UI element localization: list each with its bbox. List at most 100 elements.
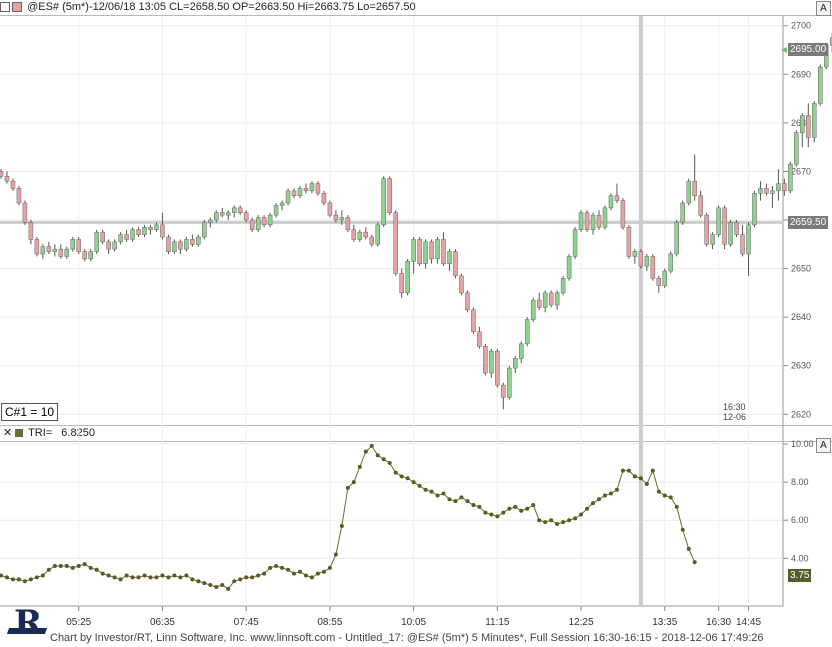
candle-up <box>489 350 494 374</box>
tri-point <box>483 510 488 515</box>
tri-point <box>357 464 362 469</box>
tri-point <box>501 510 506 515</box>
candle-up <box>214 212 219 221</box>
tri-point <box>489 512 494 517</box>
indicator-tick-label: 6.00 <box>791 515 809 525</box>
time-tick-label: 05:25 <box>66 617 91 628</box>
candle-up <box>530 299 536 320</box>
candle-up <box>70 239 76 250</box>
tri-point <box>40 573 45 578</box>
candle-up <box>794 132 799 165</box>
candle-down <box>764 188 769 194</box>
candle-up <box>776 183 781 192</box>
tri-point <box>178 575 183 580</box>
tri-point <box>680 527 685 532</box>
candle-up <box>112 241 117 250</box>
tri-point <box>656 489 661 494</box>
autoscale-button[interactable]: A <box>816 1 831 16</box>
time-tick-label: 16:30 <box>706 617 731 628</box>
candle-up <box>202 222 207 238</box>
price-pane-header: @ES# (5m*)-12/06/18 13:05 CL=2658.50 OP=… <box>0 0 832 16</box>
tri-point <box>202 581 207 586</box>
last-price-arrow <box>781 47 787 53</box>
tri-point <box>435 493 440 498</box>
candle-up <box>554 292 560 306</box>
candle-down <box>638 251 644 267</box>
tri-point <box>626 468 631 473</box>
last-price-tag: 2695.00 <box>788 43 829 56</box>
tri-point <box>531 502 536 507</box>
tri-point <box>226 586 231 591</box>
tri-point <box>614 487 619 492</box>
tri-point <box>256 573 261 578</box>
candle-up <box>507 367 512 398</box>
candle-down <box>441 239 446 264</box>
candle-down <box>16 188 22 204</box>
tri-point <box>64 563 69 568</box>
tri-point <box>423 487 428 492</box>
indicator-autoscale-button[interactable]: A <box>816 438 831 453</box>
candle-up <box>225 212 231 216</box>
tri-point <box>465 499 470 504</box>
candle-down <box>483 346 488 374</box>
candle-up <box>800 115 805 133</box>
tri-point <box>196 579 201 584</box>
tri-point <box>52 563 57 568</box>
candle-up <box>88 251 93 260</box>
tri-point <box>88 565 93 570</box>
close-x-icon[interactable]: ✕ <box>3 427 13 439</box>
candle-down <box>650 256 656 279</box>
tri-point <box>477 504 482 509</box>
time-tick-label: 13:35 <box>652 617 677 628</box>
tri-point <box>315 571 320 576</box>
candle-up <box>339 217 345 221</box>
candle-up <box>608 195 614 209</box>
candle-down <box>100 231 105 243</box>
candle-down <box>806 115 811 138</box>
indicator-value: 6.8250 <box>61 427 95 439</box>
tri-point <box>579 512 584 517</box>
tri-point <box>220 583 225 588</box>
tri-point <box>591 501 596 506</box>
cursor-readout: C#1 = 10 <box>1 403 59 421</box>
time-tick-label: 12:25 <box>569 617 594 628</box>
candle-down <box>106 241 111 250</box>
candle-up <box>758 188 763 194</box>
candle-down <box>740 234 745 255</box>
time-flag: 16:30 12-06 <box>723 402 746 422</box>
candle-up <box>542 292 548 308</box>
tri-point <box>369 443 374 448</box>
candle-down <box>656 278 662 286</box>
candle-down <box>249 219 255 230</box>
candle-up <box>118 234 123 243</box>
tri-point <box>208 583 213 588</box>
candle-up <box>728 222 733 245</box>
tri-point <box>148 575 153 580</box>
tri-point <box>333 552 338 557</box>
tri-point <box>184 573 189 578</box>
candle-down <box>453 251 458 277</box>
close-box-icon[interactable] <box>0 2 10 13</box>
tri-point <box>112 575 117 580</box>
tri-point <box>0 573 3 578</box>
tri-point <box>268 565 273 570</box>
tri-point <box>567 518 572 523</box>
candle-down <box>82 251 87 260</box>
candle-up <box>566 256 572 279</box>
candle-down <box>417 239 422 264</box>
tri-swatch-icon <box>15 429 24 438</box>
candle-down <box>596 214 602 228</box>
candle-up <box>255 217 261 230</box>
tri-point <box>22 579 27 584</box>
candle-down <box>369 236 375 245</box>
time-tick-label: 10:05 <box>401 617 426 628</box>
tri-point <box>100 571 105 576</box>
candle-down <box>722 207 727 245</box>
candle-up <box>130 229 135 240</box>
candle-down <box>399 273 404 294</box>
indicator-pane-header: ✕ TRI= 6.8250 <box>0 425 832 442</box>
candle-up <box>590 214 596 230</box>
indicator-value-tag: 3.75 <box>788 569 812 582</box>
candle-down <box>0 171 4 177</box>
